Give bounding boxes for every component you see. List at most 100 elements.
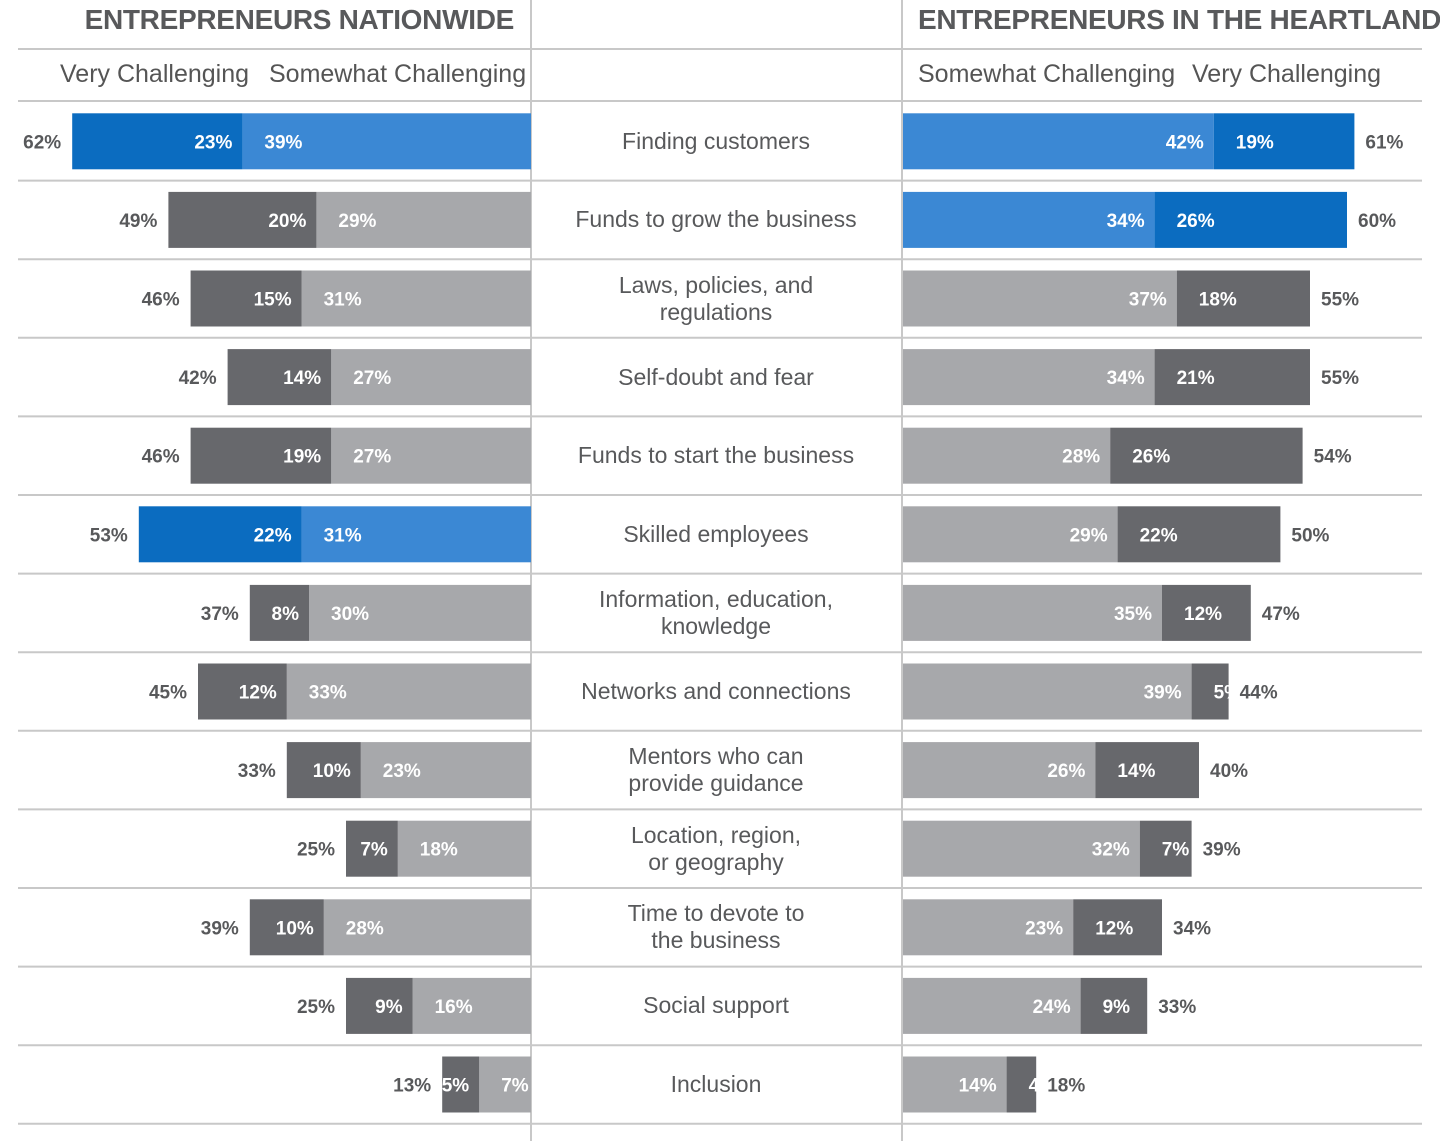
nationwide-somewhat-label: 27% [353,368,391,389]
heartland-very-bar [1117,506,1281,563]
nationwide-total-label: 37% [201,604,239,625]
heartland-somewhat-label: 24% [1033,997,1071,1018]
heartland-somewhat-label: 29% [1070,525,1108,546]
nationwide-very-bar [346,977,413,1034]
heartland-total-label: 55% [1321,290,1359,311]
category-label: Laws, policies, and regulations [618,271,814,325]
nationwide-somewhat-label: 7% [501,1076,529,1097]
heartland-somewhat-bar [903,977,1081,1034]
heartland-very-bar [1191,663,1229,720]
nationwide-somewhat-bar [331,427,531,484]
heartland-very-label: 18% [1199,290,1237,311]
nationwide-very-bar [168,191,317,248]
nationwide-very-bar [286,742,361,799]
nationwide-very-bar [198,663,287,720]
heartland-subheader-very: Very Challenging [1192,60,1382,88]
heartland-somewhat-label: 28% [1062,447,1100,468]
nationwide-very-label: 20% [268,211,306,232]
heartland-somewhat-bar [903,1056,1007,1113]
heartland-very-label: 7% [1162,840,1190,861]
heartland-very-label: 9% [1103,997,1131,1018]
heartland-total-label: 18% [1047,1076,1085,1097]
nationwide-somewhat-bar [301,506,531,563]
heartland-somewhat-bar [903,427,1111,484]
nationwide-very-label: 5% [442,1076,470,1097]
nationwide-total-label: 42% [179,368,217,389]
category-label: Location, region, or geography [630,821,802,875]
nationwide-somewhat-label: 39% [264,132,302,153]
heartland-very-label: 19% [1236,132,1274,153]
nationwide-very-label: 8% [272,604,300,625]
nationwide-total-label: 25% [297,997,335,1018]
nationwide-somewhat-label: 29% [338,211,376,232]
nationwide-total-label: 45% [149,683,187,704]
heartland-somewhat-label: 34% [1107,211,1145,232]
nationwide-total-label: 53% [90,525,128,546]
category-label: Information, education, knowledge [599,585,833,639]
nationwide-very-label: 23% [194,132,232,153]
heartland-somewhat-bar [903,899,1074,956]
heartland-very-bar [1095,742,1199,799]
heartland-somewhat-bar [903,270,1177,327]
heartland-very-label: 26% [1132,447,1170,468]
nationwide-somewhat-label: 27% [353,447,391,468]
nationwide-somewhat-label: 31% [324,290,362,311]
nationwide-somewhat-label: 31% [324,525,362,546]
nationwide-very-bar [190,427,332,484]
heartland-somewhat-bar [903,663,1192,720]
heartland-total-label: 33% [1158,997,1196,1018]
heartland-title: ENTREPRENEURS IN THE HEARTLAND [918,4,1440,35]
nationwide-somewhat-label: 16% [435,997,473,1018]
nationwide-somewhat-bar [331,349,531,406]
heartland-very-bar [1110,427,1303,484]
heartland-very-label: 22% [1140,525,1178,546]
category-label: Funds to start the business [577,442,855,469]
nationwide-somewhat-bar [309,584,531,641]
nationwide-very-bar [138,506,302,563]
nationwide-somewhat-bar [286,663,531,720]
nationwide-somewhat-bar [301,270,531,327]
nationwide-somewhat-bar [397,820,531,877]
nationwide-somewhat-bar [412,977,531,1034]
heartland-total-label: 60% [1358,211,1396,232]
nationwide-total-label: 13% [393,1076,431,1097]
nationwide-total-label: 46% [142,290,180,311]
category-label: Finding customers [622,127,810,154]
heartland-somewhat-bar [903,113,1214,170]
heartland-somewhat-label: 26% [1047,761,1085,782]
nationwide-somewhat-bar [479,1056,531,1113]
heartland-total-label: 40% [1210,761,1248,782]
heartland-somewhat-bar [903,584,1162,641]
heartland-somewhat-bar [903,820,1140,877]
nationwide-somewhat-label: 30% [331,604,369,625]
heartland-somewhat-label: 39% [1144,683,1182,704]
nationwide-very-label: 15% [254,290,292,311]
nationwide-total-label: 62% [23,132,61,153]
heartland-total-label: 34% [1173,918,1211,939]
nationwide-very-bar [72,113,243,170]
nationwide-very-bar [190,270,302,327]
heartland-somewhat-bar [903,191,1155,248]
heartland-very-bar [1139,820,1192,877]
nationwide-total-label: 25% [297,840,335,861]
nationwide-somewhat-label: 33% [309,683,347,704]
heartland-very-bar [1006,1056,1037,1113]
heartland-somewhat-bar [903,506,1118,563]
heartland-somewhat-label: 35% [1114,604,1152,625]
heartland-total-label: 39% [1203,840,1241,861]
nationwide-somewhat-bar [360,742,531,799]
nationwide-title: ENTREPRENEURS NATIONWIDE [84,4,515,35]
heartland-somewhat-bar [903,349,1155,406]
heartland-somewhat-label: 14% [959,1076,997,1097]
heartland-very-bar [1176,270,1310,327]
nationwide-very-label: 19% [283,447,321,468]
nationwide-subheader-somewhat: Somewhat Challenging [269,60,527,88]
category-label: Self-doubt and fear [618,363,814,390]
heartland-somewhat-label: 42% [1166,132,1204,153]
nationwide-very-label: 22% [254,525,292,546]
nationwide-very-label: 14% [283,368,321,389]
heartland-very-bar [1080,977,1148,1034]
heartland-subheader-somewhat: Somewhat Challenging [918,60,1176,88]
nationwide-very-label: 7% [360,840,388,861]
